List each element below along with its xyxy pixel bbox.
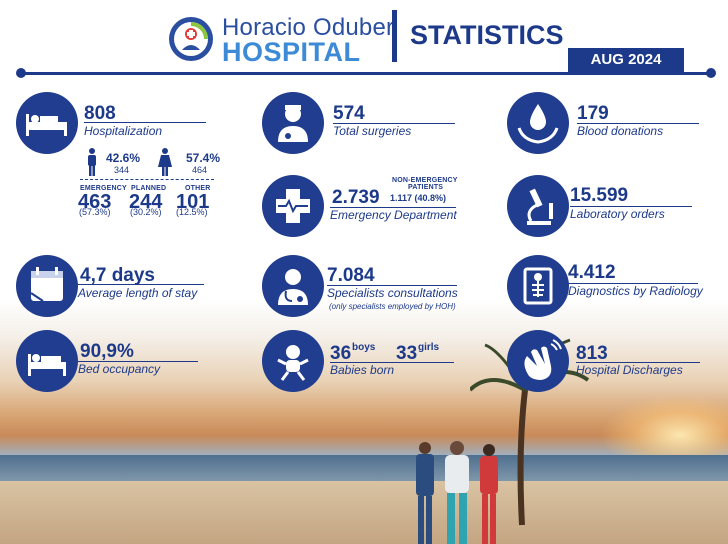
babies-boys-label: boys: [352, 342, 376, 353]
specialists-label: Specialists consultations: [327, 286, 458, 300]
hospital-name-hospital: HOSPITAL: [222, 37, 361, 67]
specialists-value: 7.084: [327, 265, 375, 286]
rule-dot-right: [706, 68, 716, 78]
babies-boys-value: 36: [330, 343, 352, 364]
specialists-underline: [327, 285, 457, 286]
male-icon: [88, 148, 96, 176]
breakdown-emergency-value: 463: [78, 191, 112, 213]
emergency-underline: [330, 207, 456, 208]
page-title: STATISTICS: [410, 20, 564, 50]
breakdown-planned-value: 244: [129, 191, 163, 213]
surgeries-underline: [333, 123, 455, 124]
occupancy-label: Bed occupancy: [78, 362, 161, 376]
blood-drop-hands-icon: [507, 92, 569, 154]
surgeries-label: Total surgeries: [333, 124, 412, 138]
doctor-icon: [262, 255, 324, 317]
sea: [0, 455, 728, 481]
hospital-bed-icon: [16, 92, 78, 154]
female-count: 464: [192, 165, 208, 175]
non-emergency-title: NON-EMERGENCY: [392, 177, 458, 184]
hospitalization-underline: [84, 122, 206, 123]
laboratory-underline: [570, 206, 692, 207]
occupancy-underline: [78, 361, 198, 362]
male-percent: 42.6%: [106, 151, 141, 165]
female-percent: 57.4%: [186, 151, 221, 165]
medical-cross-icon: [262, 175, 324, 237]
babies-girls-label: girls: [418, 342, 440, 353]
babies-girls-value: 33: [396, 343, 418, 364]
breakdown-other-value: 101: [176, 191, 210, 213]
male-count: 344: [114, 165, 130, 175]
discharges-underline: [576, 362, 700, 363]
non-emergency-value: 1.117 (40.8%): [390, 193, 447, 203]
emergency-label: Emergency Department: [330, 208, 457, 222]
microscope-icon: [507, 175, 569, 237]
emergency-value: 2.739: [332, 187, 380, 208]
surgeon-icon: [262, 92, 324, 154]
header-divider: [392, 10, 397, 62]
occupancy-value: 90,9%: [80, 341, 134, 362]
breakdown-other-pct: (12.5%): [176, 207, 208, 217]
radiology-label: Diagnostics by Radiology: [568, 284, 703, 298]
laboratory-label: Laboratory orders: [570, 207, 665, 221]
radiology-value: 4.412: [568, 262, 616, 283]
blood-label: Blood donations: [577, 124, 664, 138]
medical-staff-photo: [416, 441, 498, 544]
breakdown-planned-pct: (30.2%): [130, 207, 162, 217]
stay-underline: [78, 284, 204, 285]
hospitalization-value: 808: [84, 103, 116, 124]
breakdown-planned-label: PLANNED: [131, 185, 167, 192]
breakdown-divider: [80, 179, 214, 180]
hospitalization-label: Hospitalization: [84, 124, 163, 138]
period-badge: AUG 2024: [568, 48, 684, 72]
calendar-icon: [16, 255, 78, 317]
breakdown-emergency-label: EMERGENCY: [80, 185, 127, 192]
breakdown-other-label: OTHER: [185, 185, 211, 192]
xray-icon: [507, 255, 569, 317]
non-emergency-title-2: PATIENTS: [408, 184, 444, 191]
header-rule: [20, 72, 712, 75]
hospital-logo-icon: [169, 17, 213, 61]
stay-label: Average length of stay: [78, 286, 198, 300]
waving-hand-icon: [507, 330, 569, 392]
discharges-value: 813: [576, 343, 608, 364]
laboratory-value: 15.599: [570, 185, 629, 206]
female-icon: [158, 148, 172, 176]
specialists-note: (only specialists employed by HOH): [329, 302, 456, 311]
rule-dot-left: [16, 68, 26, 78]
discharges-label: Hospital Discharges: [576, 363, 683, 377]
baby-icon: [262, 330, 324, 392]
blood-value: 179: [577, 103, 609, 124]
stay-value: 4,7 days: [80, 265, 155, 286]
radiology-underline: [568, 283, 698, 284]
blood-underline: [577, 123, 699, 124]
breakdown-emergency-pct: (57.3%): [79, 207, 111, 217]
babies-underline: [330, 362, 454, 363]
bed-icon: [16, 330, 78, 392]
babies-label: Babies born: [330, 363, 395, 377]
surgeries-value: 574: [333, 103, 365, 124]
beach-sand: [0, 481, 728, 544]
hospital-name: Horacio Oduber: [222, 14, 395, 41]
